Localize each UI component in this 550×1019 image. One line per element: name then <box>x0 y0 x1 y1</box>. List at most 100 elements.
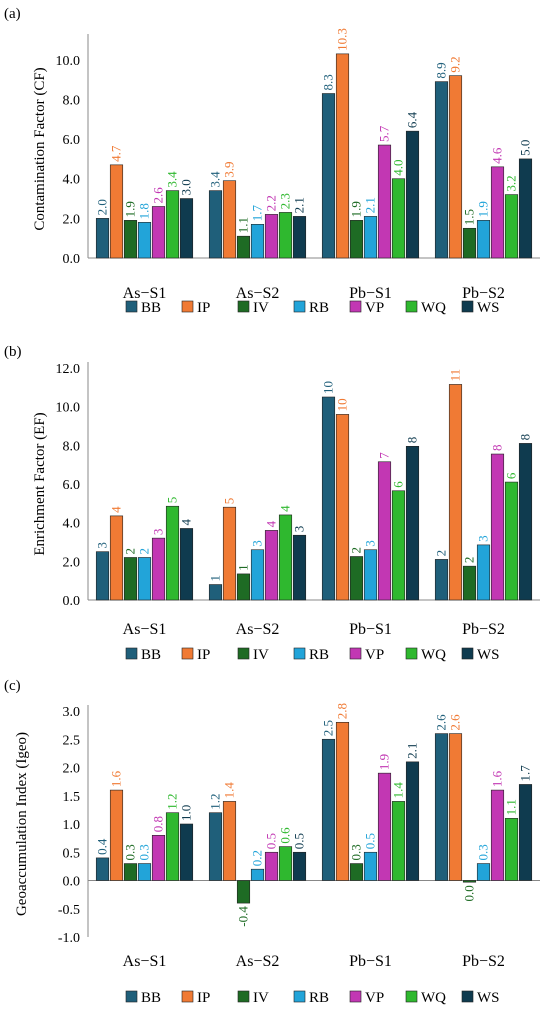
bar-IV-0 <box>123 220 138 259</box>
bar-BB-0 <box>95 551 110 601</box>
legend-swatch-RB <box>293 990 306 1003</box>
bar-RB-3 <box>476 544 491 601</box>
bar-BB-2 <box>321 396 336 601</box>
data-label-VP-1: 0.5 <box>264 833 279 849</box>
data-label-WQ-0: 3.4 <box>165 171 180 188</box>
legend-swatch-WQ <box>405 990 418 1003</box>
data-label-RB-2: 3 <box>363 540 378 547</box>
bar-WS-2 <box>405 130 420 259</box>
data-label-IP-1: 5 <box>222 498 237 505</box>
bar-WQ-3 <box>504 481 519 601</box>
legend-swatch-BB <box>125 990 138 1003</box>
bar-VP-2 <box>377 461 392 601</box>
y-tick-label: 2.0 <box>63 212 81 227</box>
data-label-IV-2: 1.9 <box>349 201 364 217</box>
legend-swatch-WQ <box>405 300 418 313</box>
y-tick-label: 6.0 <box>63 478 81 493</box>
legend-label-IV: IV <box>253 990 269 1006</box>
data-label-IV-1: 1 <box>236 564 251 571</box>
data-label-VP-3: 8 <box>490 445 505 452</box>
bar-IV-3 <box>462 880 477 883</box>
data-label-IV-3: 0.0 <box>462 885 477 901</box>
bar-IV-0 <box>123 863 138 881</box>
bar-WS-3 <box>518 784 533 881</box>
data-label-RB-1: 3 <box>250 540 265 547</box>
y-tick-label: 1.0 <box>63 818 81 833</box>
bar-WQ-3 <box>504 818 519 881</box>
legend-label-RB: RB <box>309 990 329 1006</box>
x-tick-label: Pb−S2 <box>462 953 505 970</box>
legend-label-IV: IV <box>253 300 269 316</box>
data-label-BB-2: 2.5 <box>321 720 336 736</box>
y-tick-label: 8.0 <box>63 93 81 108</box>
data-label-IP-3: 11 <box>448 369 463 382</box>
bar-IP-3 <box>448 75 463 259</box>
legend-label-IP: IP <box>197 990 210 1006</box>
data-label-IP-0: 4.7 <box>109 145 124 162</box>
bar-WS-0 <box>179 528 194 601</box>
bar-VP-3 <box>490 453 505 601</box>
data-label-IP-2: 2.8 <box>335 703 350 719</box>
legend-label-WQ: WQ <box>421 300 446 316</box>
bar-IV-3 <box>462 565 477 601</box>
bar-VP-1 <box>264 851 279 881</box>
data-label-VP-2: 5.7 <box>377 125 392 142</box>
legend-swatch-VP <box>349 990 362 1003</box>
data-label-RB-2: 2.1 <box>363 197 378 213</box>
bar-BB-1 <box>208 584 223 601</box>
bar-WS-1 <box>292 851 307 881</box>
data-label-RB-1: 0.2 <box>250 850 265 866</box>
legend-label-VP: VP <box>365 990 384 1006</box>
bar-WS-2 <box>405 761 420 881</box>
data-label-VP-0: 0.8 <box>151 816 166 832</box>
bar-BB-0 <box>95 218 110 259</box>
x-tick-label: Pb−S2 <box>462 621 505 638</box>
legend-label-RB: RB <box>309 647 329 663</box>
data-label-BB-3: 8.9 <box>434 62 449 78</box>
data-label-WS-3: 8 <box>518 434 533 441</box>
bar-RB-3 <box>476 863 491 881</box>
data-label-VP-3: 4.6 <box>490 147 505 164</box>
bar-IP-1 <box>222 506 237 601</box>
y-tick-label: 4.0 <box>63 517 81 532</box>
legend: BB IP IV RB VP WQ WS <box>125 990 500 1006</box>
data-label-WS-2: 6.4 <box>405 111 420 128</box>
legend: BB IP IV RB VP WQ WS <box>125 647 500 663</box>
data-label-RB-3: 3 <box>476 535 491 542</box>
data-label-VP-1: 4 <box>264 520 279 527</box>
data-label-IP-3: 2.6 <box>448 714 463 731</box>
legend-label-BB: BB <box>141 990 161 1006</box>
x-tick-label: As−S1 <box>123 953 167 970</box>
data-label-VP-2: 1.9 <box>377 754 392 770</box>
legend-swatch-IP <box>181 990 194 1003</box>
data-label-BB-3: 2.6 <box>434 714 449 731</box>
bar-RB-0 <box>137 222 152 259</box>
legend-swatch-VP <box>349 647 362 660</box>
bar-WQ-2 <box>391 490 406 601</box>
data-label-RB-0: 1.8 <box>137 203 152 219</box>
data-label-WS-3: 5.0 <box>518 140 533 156</box>
y-tick-label: -0.5 <box>58 903 80 918</box>
bar-IP-3 <box>448 384 463 601</box>
data-label-IP-0: 1.6 <box>109 770 124 787</box>
y-tick-label: 0.5 <box>63 846 81 861</box>
legend-label-BB: BB <box>141 647 161 663</box>
data-label-WQ-1: 2.3 <box>278 193 293 209</box>
bar-BB-2 <box>321 738 336 881</box>
bar-RB-0 <box>137 557 152 601</box>
bar-IP-0 <box>109 164 124 259</box>
x-tick-label: Pb−S1 <box>349 621 392 638</box>
y-tick-label: 3.0 <box>63 705 81 720</box>
data-label-VP-0: 3 <box>151 529 166 536</box>
legend-swatch-IV <box>237 300 250 313</box>
data-label-VP-1: 2.2 <box>264 195 279 211</box>
legend-label-IP: IP <box>197 647 210 663</box>
bar-BB-3 <box>434 559 449 601</box>
bar-BB-2 <box>321 93 336 259</box>
data-label-IP-0: 4 <box>109 506 124 513</box>
data-label-WQ-0: 1.2 <box>165 793 180 809</box>
bar-IV-3 <box>462 227 477 259</box>
y-axis-label: Geoaccumulation Index (Igeo) <box>14 732 30 916</box>
bar-WS-3 <box>518 443 533 601</box>
bar-VP-1 <box>264 530 279 601</box>
